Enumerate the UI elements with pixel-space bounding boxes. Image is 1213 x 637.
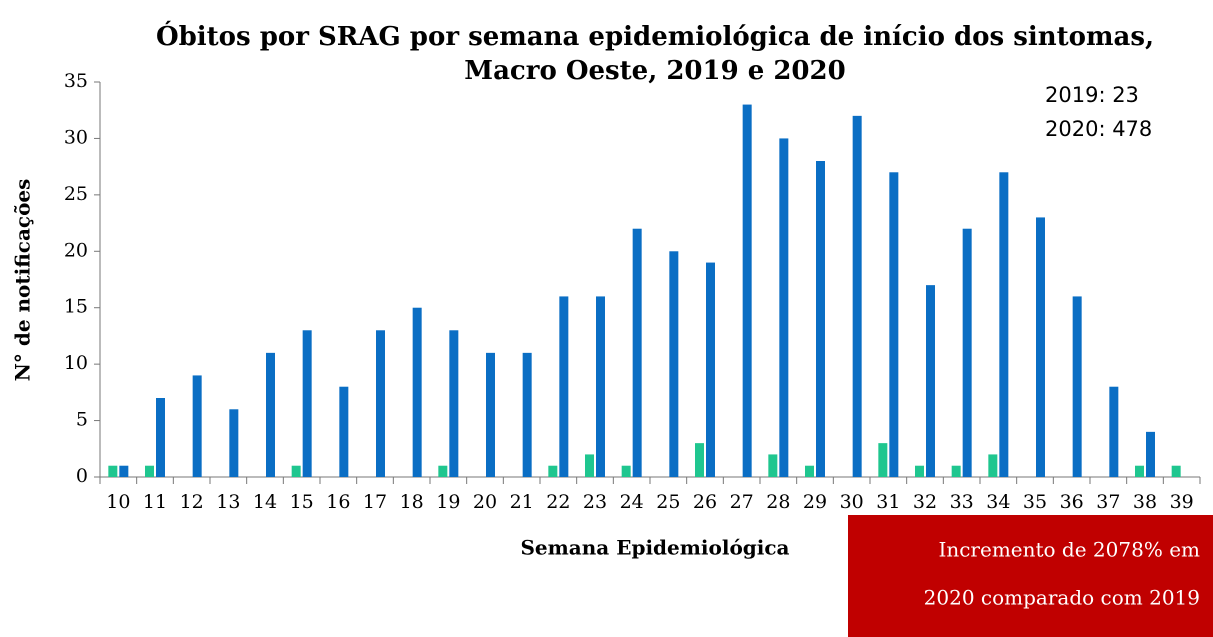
bar [951, 465, 961, 477]
x-tick-label: 21 [510, 491, 534, 513]
bar [1109, 386, 1119, 477]
x-tick-label: 12 [180, 491, 204, 513]
x-tick-label: 15 [290, 491, 314, 513]
x-tick-label: 36 [1060, 491, 1084, 513]
bar [962, 228, 972, 477]
bar [1072, 296, 1082, 477]
x-tick-label: 20 [473, 491, 497, 513]
y-tick-label: 5 [76, 409, 88, 431]
bar [816, 161, 825, 477]
x-tick-label: 23 [583, 491, 607, 513]
bar [805, 465, 814, 477]
x-tick-label: 39 [1170, 491, 1194, 513]
bar [376, 330, 385, 477]
bar [412, 307, 422, 477]
x-tick-label: 17 [363, 491, 387, 513]
y-axis-title: N° de notificações [11, 179, 35, 382]
annotation-text: Incremento de 2078% em [938, 538, 1200, 562]
y-tick-label: 15 [64, 296, 88, 318]
x-tick-label: 30 [840, 491, 864, 513]
bar [548, 465, 558, 477]
chart-title: Macro Oeste, 2019 e 2020 [464, 56, 845, 86]
y-tick-label: 35 [64, 70, 88, 92]
bar [145, 465, 154, 477]
annotation-box [848, 515, 1213, 637]
x-tick-label: 31 [876, 491, 900, 513]
bar [438, 465, 448, 477]
x-tick-label: 28 [766, 491, 790, 513]
bar [621, 465, 631, 477]
x-tick-label: 32 [913, 491, 937, 513]
y-tick-label: 10 [64, 352, 88, 374]
bar [559, 296, 569, 477]
bar [1036, 217, 1045, 477]
x-tick-label: 16 [326, 491, 350, 513]
x-tick-label: 13 [216, 491, 240, 513]
bar [449, 330, 459, 477]
y-tick-label: 25 [64, 183, 88, 205]
bar [302, 330, 312, 477]
chart-title: Óbitos por SRAG por semana epidemiológic… [156, 20, 1154, 52]
bar [926, 285, 935, 477]
bar [706, 262, 715, 477]
bar [596, 296, 605, 477]
legend-label: 2020: 478 [1045, 117, 1152, 141]
x-tick-label: 33 [950, 491, 974, 513]
bar [119, 465, 129, 477]
bar [889, 172, 899, 478]
bar [522, 352, 532, 477]
x-tick-label: 38 [1133, 491, 1157, 513]
x-tick-label: 24 [620, 491, 644, 513]
x-tick-label: 18 [400, 491, 424, 513]
bar [852, 115, 862, 477]
y-tick-label: 20 [64, 239, 88, 261]
bar [1146, 431, 1155, 477]
bar [486, 352, 495, 477]
bar [1171, 465, 1181, 477]
bar [915, 465, 924, 477]
bar [291, 465, 301, 477]
bar [585, 454, 594, 477]
x-tick-label: 26 [693, 491, 717, 513]
y-tick-label: 30 [64, 126, 88, 148]
x-tick-label: 22 [546, 491, 570, 513]
annotation-text: 2020 comparado com 2019 [924, 586, 1200, 610]
x-tick-label: 34 [986, 491, 1010, 513]
bar [339, 386, 349, 477]
legend-label: 2019: 23 [1045, 83, 1139, 107]
bar [192, 375, 202, 477]
x-tick-label: 14 [253, 491, 277, 513]
bar [695, 443, 704, 477]
bar [156, 398, 165, 477]
bar [229, 409, 239, 477]
x-tick-label: 10 [106, 491, 130, 513]
bar [779, 138, 789, 477]
x-tick-label: 29 [803, 491, 827, 513]
y-tick-label: 0 [76, 465, 88, 487]
x-axis-title: Semana Epidemiológica [520, 536, 789, 560]
bar [768, 454, 778, 477]
bar [988, 454, 998, 477]
x-tick-label: 19 [436, 491, 460, 513]
bar [742, 104, 752, 478]
bar [878, 443, 888, 477]
bar [669, 251, 679, 477]
x-tick-label: 37 [1096, 491, 1120, 513]
bar [108, 465, 118, 477]
x-tick-label: 11 [143, 491, 167, 513]
x-tick-label: 35 [1023, 491, 1047, 513]
bar [632, 228, 642, 477]
x-tick-label: 25 [656, 491, 680, 513]
bar [1135, 465, 1144, 477]
bar [266, 352, 275, 477]
x-tick-label: 27 [730, 491, 754, 513]
bar [999, 172, 1009, 478]
